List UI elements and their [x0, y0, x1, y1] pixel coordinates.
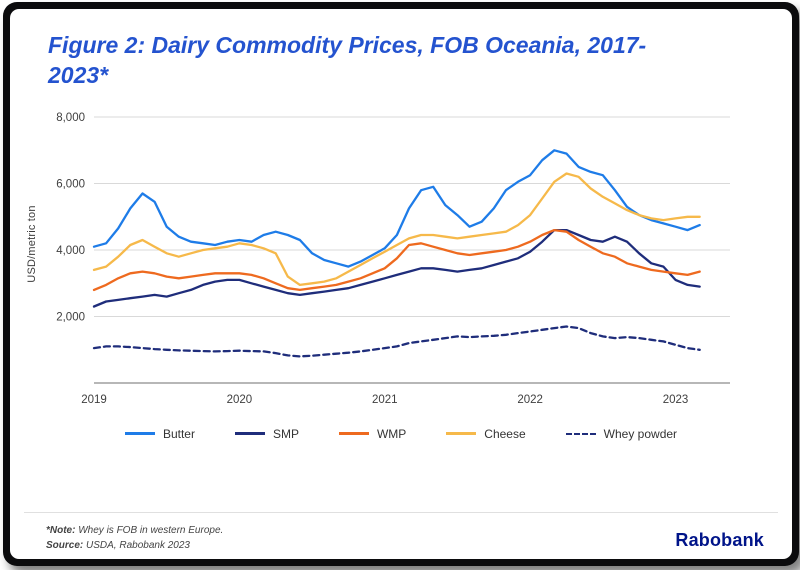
- legend-item-cheese: Cheese: [446, 426, 526, 441]
- line-chart: 2,000 4,000 6,000 8,000 2019 2020 2021 2022 2023: [56, 112, 730, 406]
- legend-label: Butter: [162, 426, 195, 441]
- legend-item-smp: SMP: [234, 426, 299, 441]
- figure-frame: Figure 2: Dairy Commodity Prices, FOB Oc…: [3, 2, 799, 566]
- legend-item-whey-powder: Whey powder: [565, 426, 678, 441]
- x-tick-label: 2019: [81, 394, 107, 406]
- y-tick-label: 4,000: [56, 245, 85, 257]
- x-tick-label: 2020: [227, 394, 253, 406]
- legend-label: Cheese: [484, 426, 526, 441]
- legend-swatch-cheese: [446, 432, 477, 436]
- x-tick-label: 2022: [517, 394, 543, 406]
- legend-label: Whey powder: [603, 426, 678, 441]
- series-line-whey-powder: [92, 325, 701, 358]
- series-line-butter: [92, 148, 701, 268]
- footer: *Note: Whey is FOB in western Europe. So…: [24, 512, 778, 559]
- series-line-wmp: [92, 228, 701, 291]
- x-tick-label: 2021: [372, 394, 398, 406]
- series-line-smp: [92, 228, 701, 308]
- series-line-cheese: [92, 172, 701, 286]
- y-tick-label: 2,000: [56, 311, 85, 323]
- source-line: Source: USDA, Rabobank 2023: [46, 540, 190, 551]
- chart-area: USD/metric ton 2,000 4,000 6,000 8,000 2019 2…: [22, 101, 768, 413]
- y-axis-label: USD/metric ton: [26, 205, 38, 283]
- note-line: *Note: Whey is FOB in western Europe.: [46, 525, 224, 536]
- legend-swatch-smp: [234, 432, 265, 436]
- y-tick-label: 8,000: [56, 112, 85, 124]
- legend-item-butter: Butter: [124, 426, 195, 441]
- legend-swatch-whey-powder: [565, 432, 596, 435]
- figure-title: Figure 2: Dairy Commodity Prices, FOB Oc…: [48, 32, 647, 88]
- legend-swatch-butter: [124, 432, 155, 436]
- legend: Butter SMP WMP Cheese Whey powder: [10, 427, 792, 441]
- rabobank-logo: Rabobank: [675, 530, 764, 550]
- x-tick-label: 2023: [663, 394, 689, 406]
- legend-label: WMP: [376, 426, 407, 441]
- legend-swatch-wmp: [338, 432, 369, 436]
- footnotes: *Note: Whey is FOB in western Europe. So…: [46, 523, 223, 553]
- figure-card: Figure 2: Dairy Commodity Prices, FOB Oc…: [10, 9, 792, 559]
- legend-item-wmp: WMP: [338, 426, 407, 441]
- y-tick-label: 6,000: [56, 178, 85, 190]
- legend-label: SMP: [272, 426, 299, 441]
